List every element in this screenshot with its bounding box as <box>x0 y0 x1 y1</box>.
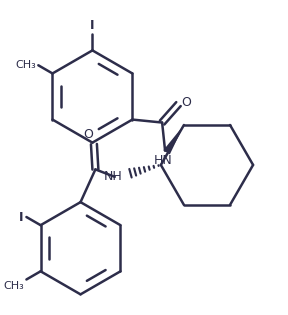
Text: CH₃: CH₃ <box>3 281 24 291</box>
Polygon shape <box>163 125 184 154</box>
Text: CH₃: CH₃ <box>15 60 36 70</box>
Text: HN: HN <box>154 154 173 167</box>
Text: I: I <box>19 210 23 224</box>
Text: I: I <box>90 19 95 32</box>
Text: O: O <box>181 96 191 109</box>
Text: NH: NH <box>103 170 122 183</box>
Text: O: O <box>84 128 94 141</box>
